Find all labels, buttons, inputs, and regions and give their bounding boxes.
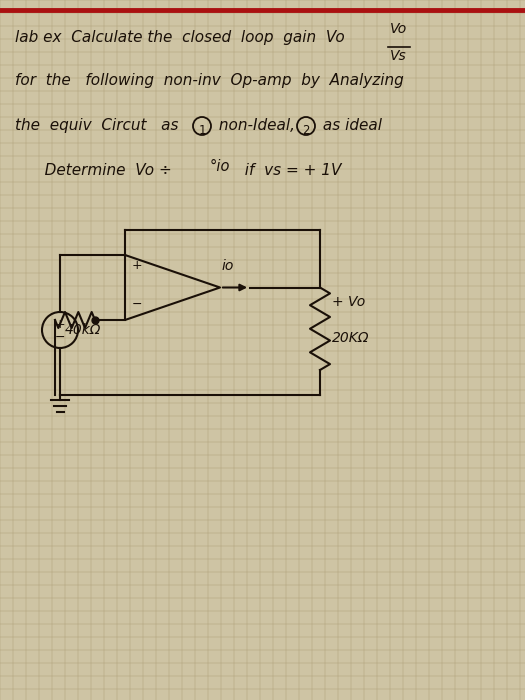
- Text: 1: 1: [198, 123, 206, 136]
- Text: 2: 2: [302, 123, 310, 136]
- Text: −: −: [55, 330, 65, 344]
- Text: Vo: Vo: [390, 22, 407, 36]
- Text: +: +: [55, 318, 65, 330]
- Text: −: −: [132, 298, 142, 311]
- Text: 40kΩ: 40kΩ: [65, 323, 101, 337]
- Text: if  vs = + 1V: if vs = + 1V: [235, 163, 341, 178]
- Text: io: io: [222, 258, 234, 272]
- Text: the  equiv  Circut   as: the equiv Circut as: [15, 118, 178, 133]
- Text: + Vo: + Vo: [332, 295, 365, 309]
- Text: 20KΩ: 20KΩ: [332, 332, 370, 346]
- Text: lab ex  Calculate the  closed  loop  gain  Vo: lab ex Calculate the closed loop gain Vo: [15, 30, 345, 45]
- Text: °io: °io: [210, 159, 230, 174]
- Text: as ideal: as ideal: [318, 118, 382, 133]
- Text: +: +: [132, 259, 143, 272]
- Text: non-Ideal,: non-Ideal,: [214, 118, 295, 133]
- Text: for  the   following  non-inv  Op-amp  by  Analyzing: for the following non-inv Op-amp by Anal…: [15, 73, 404, 88]
- Text: Determine  Vo ÷: Determine Vo ÷: [30, 163, 176, 178]
- Text: Vs: Vs: [390, 49, 407, 63]
